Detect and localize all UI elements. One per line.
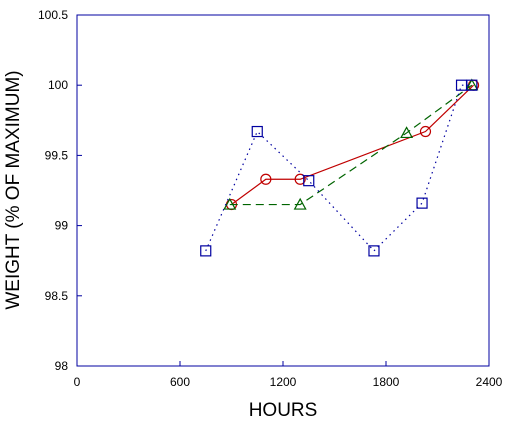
data-point [293,197,307,210]
x-tick-label: 1200 [270,375,297,389]
data-point [294,173,306,185]
data-point [223,197,237,210]
series-line-2 [229,84,473,206]
series-line-1 [231,84,474,206]
y-axis-title: WEIGHT (% OF MAXIMUM) [3,70,24,309]
series-layer [200,78,480,257]
data-point [260,173,272,185]
x-axis-ticks: 0 600 1200 1800 2400 [74,361,503,389]
x-tick-label: 0 [74,375,81,389]
y-axis-ticks: 98 98.5 99 99.5 100 100.5 [38,8,82,373]
data-point [368,245,380,257]
y-tick-label: 98.5 [45,289,69,303]
data-point [466,79,478,91]
y-tick-label: 100 [48,78,68,92]
y-tick-label: 99.5 [45,148,69,162]
data-point [400,126,414,139]
y-tick-label: 99 [55,219,69,233]
x-axis-title: HOURS [249,400,318,421]
x-tick-label: 2400 [476,375,503,389]
data-point [419,125,432,138]
series-line-3 [205,84,472,252]
data-point [303,175,315,187]
y-tick-label: 98 [55,359,69,373]
plot-frame [76,14,490,367]
x-tick-label: 1800 [373,375,400,389]
x-tick-label: 600 [170,375,190,389]
data-point [416,197,428,209]
y-tick-label: 100.5 [38,8,68,22]
data-point [200,245,212,257]
data-point [455,79,468,91]
data-point [251,125,263,138]
